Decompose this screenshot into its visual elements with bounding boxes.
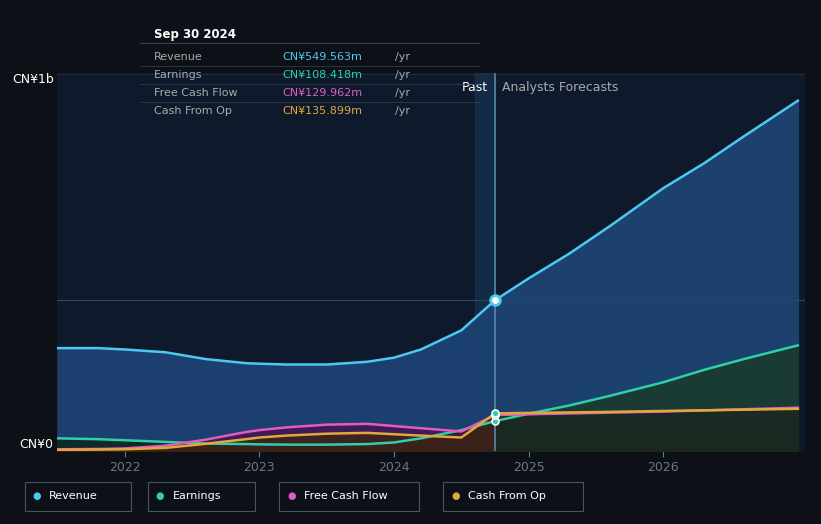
Text: Revenue: Revenue: [154, 52, 202, 62]
Text: ●: ●: [33, 491, 41, 501]
Text: Past: Past: [462, 81, 488, 94]
Text: Earnings: Earnings: [172, 491, 221, 501]
Text: Free Cash Flow: Free Cash Flow: [304, 491, 388, 501]
Text: /yr: /yr: [395, 88, 410, 97]
Text: /yr: /yr: [395, 105, 410, 116]
Bar: [475, 73, 495, 451]
Text: Revenue: Revenue: [49, 491, 98, 501]
Text: ●: ●: [156, 491, 164, 501]
Text: CN¥549.563m: CN¥549.563m: [282, 52, 363, 62]
Text: CN¥108.418m: CN¥108.418m: [282, 70, 363, 80]
Text: ●: ●: [452, 491, 460, 501]
Text: Analysts Forecasts: Analysts Forecasts: [502, 81, 618, 94]
Text: Cash From Op: Cash From Op: [468, 491, 546, 501]
Text: CN¥1b: CN¥1b: [12, 73, 53, 86]
Text: ●: ●: [287, 491, 296, 501]
Text: /yr: /yr: [395, 52, 410, 62]
Text: /yr: /yr: [395, 70, 410, 80]
Text: Cash From Op: Cash From Op: [154, 105, 232, 116]
Text: CN¥135.899m: CN¥135.899m: [282, 105, 363, 116]
Text: CN¥129.962m: CN¥129.962m: [282, 88, 363, 97]
Text: Free Cash Flow: Free Cash Flow: [154, 88, 237, 97]
Text: Earnings: Earnings: [154, 70, 202, 80]
Text: Sep 30 2024: Sep 30 2024: [154, 28, 236, 40]
Text: CN¥0: CN¥0: [20, 438, 53, 451]
